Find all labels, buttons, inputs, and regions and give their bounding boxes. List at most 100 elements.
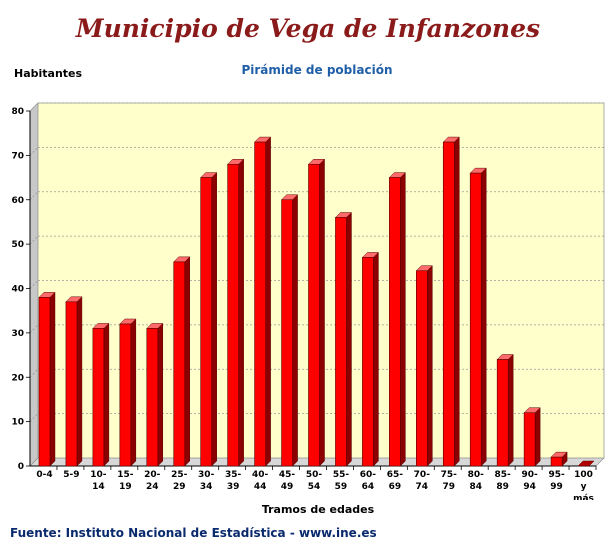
bar <box>550 451 568 467</box>
bar <box>253 136 272 467</box>
bar-side <box>49 291 56 467</box>
bar-front <box>389 177 401 467</box>
bar-side <box>265 136 271 467</box>
bar <box>280 194 299 467</box>
x-tick-label: 90-94 <box>521 470 538 492</box>
x-tick-label: 20-24 <box>144 470 161 492</box>
x-tick-label-line: 40- <box>252 470 269 480</box>
x-tick-label-line: 25- <box>171 470 188 480</box>
x-tick-label: 40-44 <box>252 470 269 492</box>
x-tick-label-line: 70- <box>414 470 431 480</box>
x-tick-label-line: 74 <box>416 482 429 492</box>
x-tick-label-line: 19 <box>119 482 132 492</box>
x-tick-label-line: 95- <box>548 470 565 480</box>
x-tick-label-line: 30- <box>198 470 215 480</box>
bar-side <box>480 167 487 467</box>
x-tick-label: 25-29 <box>171 470 188 492</box>
bar-side <box>454 136 460 467</box>
bar <box>469 167 487 467</box>
x-tick-label: 50-54 <box>306 470 323 492</box>
bar-side <box>427 265 433 467</box>
bar-flat <box>577 460 595 467</box>
page-title: Municipio de Vega de Infanzones <box>75 14 541 43</box>
bar-front <box>308 163 320 467</box>
x-tick-label: 100 y más <box>573 470 594 500</box>
y-tick-label: 30 <box>11 329 24 339</box>
x-tick-label-line: 15- <box>117 470 134 480</box>
bar-front <box>442 141 455 467</box>
bar <box>173 256 191 467</box>
source-footer: Fuente: Instituto Nacional de Estadístic… <box>10 526 377 540</box>
bar <box>334 211 353 467</box>
gridline-side <box>29 191 39 201</box>
x-tick-label-line: 94 <box>523 482 536 492</box>
bar <box>307 158 326 467</box>
bar-side <box>157 322 164 467</box>
x-tick-label: 85-89 <box>495 470 512 492</box>
bar-side <box>507 353 514 467</box>
x-tick-label-line: 35- <box>225 470 242 480</box>
x-tick-label: 60-64 <box>360 470 377 492</box>
x-tick-label-line: 100 <box>574 470 593 480</box>
bar-side <box>292 194 298 467</box>
bar <box>119 318 137 467</box>
y-tick-label: 50 <box>11 240 24 250</box>
bar-front <box>335 217 347 467</box>
bar-front <box>65 301 78 467</box>
x-tick-label-line: 89 <box>496 482 509 492</box>
bar <box>38 291 56 467</box>
bar-side <box>76 296 83 467</box>
bar-side <box>238 158 244 467</box>
x-tick-label-line: 59 <box>335 482 348 492</box>
bar <box>361 251 380 467</box>
bar <box>523 407 541 467</box>
y-tick-label: 40 <box>11 285 24 295</box>
x-tick-label: 55-59 <box>333 470 350 492</box>
bar-side <box>373 251 379 467</box>
gridline-side <box>29 280 39 289</box>
y-tick-label: 60 <box>11 196 24 206</box>
bar-front <box>146 328 159 467</box>
bar <box>92 322 110 467</box>
bar-front <box>119 323 132 467</box>
x-tick-label: 75-79 <box>441 470 458 492</box>
gridline-side <box>29 324 39 334</box>
bar <box>388 171 406 467</box>
x-tick-label-line: 29 <box>173 482 186 492</box>
bar <box>577 460 595 467</box>
bar <box>200 171 218 467</box>
x-tick-label-line: 34 <box>200 482 213 492</box>
gridline-side <box>29 368 39 378</box>
bar <box>415 265 433 467</box>
x-tick-label: 95-99 <box>548 470 565 492</box>
x-tick-label-line: 79 <box>442 482 455 492</box>
y-tick-label: 80 <box>11 107 24 117</box>
x-tick-label: 0-4 <box>36 470 52 480</box>
bar-front <box>173 261 186 467</box>
x-tick-label: 80-84 <box>468 470 485 492</box>
y-tick-label: 20 <box>11 373 24 383</box>
x-tick-label-line: 60- <box>360 470 377 480</box>
bar-front <box>200 177 212 467</box>
gridline-side <box>29 413 39 422</box>
x-tick-label-line: y <box>581 482 587 492</box>
x-tick-label: 70-74 <box>414 470 431 492</box>
bar-side <box>534 407 541 467</box>
bar-front <box>362 257 374 467</box>
x-tick-label-line: 50- <box>306 470 323 480</box>
bar-front <box>416 270 428 467</box>
bar-front <box>38 297 51 467</box>
bar-front <box>281 199 293 467</box>
bar-front <box>227 163 239 467</box>
x-tick-label-line: 45- <box>279 470 296 480</box>
x-tick-label: 10-14 <box>90 470 107 492</box>
bar-front <box>496 359 509 467</box>
bar-front <box>523 412 536 467</box>
bar-side <box>184 256 190 467</box>
x-tick-label-line: 0-4 <box>36 470 52 480</box>
x-tick-label-line: 10- <box>90 470 107 480</box>
bar <box>227 158 245 467</box>
bar-side <box>346 211 352 467</box>
bar-front <box>469 172 482 467</box>
x-tick-label-line: más <box>573 494 594 500</box>
